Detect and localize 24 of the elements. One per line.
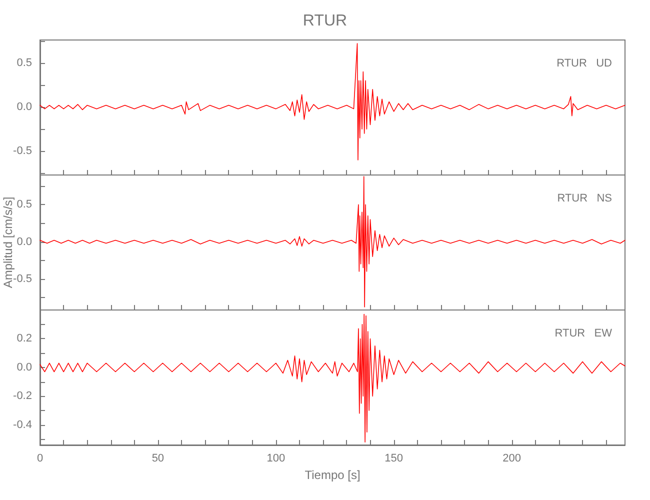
y-tick-label: 0.0 bbox=[16, 236, 32, 248]
x-tick-label: 50 bbox=[152, 452, 164, 464]
y-axis-title: Amplitud [cm/s/s] bbox=[1, 196, 15, 288]
y-tick-label: 0.2 bbox=[16, 332, 32, 345]
y-tick-label: -0.5 bbox=[13, 145, 32, 158]
annotation: RTUR EW bbox=[554, 328, 613, 340]
y-tick-label: 0.5 bbox=[16, 198, 32, 211]
x-axis-title: Tiempo [s] bbox=[304, 468, 360, 482]
y-tick-label: 0.0 bbox=[16, 361, 32, 374]
y-tick-label: -0.5 bbox=[13, 272, 32, 285]
x-tick-label: 100 bbox=[266, 452, 286, 464]
y-tick-label: -0.4 bbox=[13, 418, 32, 431]
x-tick-label: 150 bbox=[384, 452, 404, 464]
annotation: RTUR UD bbox=[556, 58, 612, 70]
x-tick-label: 200 bbox=[502, 452, 521, 464]
chart-title: RTUR bbox=[302, 12, 348, 30]
y-tick-label: 0.5 bbox=[16, 56, 32, 69]
annotation: RTUR NS bbox=[557, 192, 612, 204]
line-series bbox=[40, 43, 626, 160]
line-series bbox=[40, 314, 626, 443]
y-tick-label: 0.0 bbox=[16, 101, 32, 114]
y-tick-label: -0.2 bbox=[13, 390, 32, 402]
line-series bbox=[40, 176, 626, 308]
x-tick-label: 0 bbox=[36, 452, 44, 464]
